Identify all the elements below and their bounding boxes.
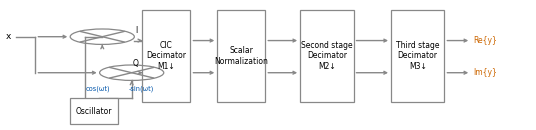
Text: Q: Q <box>133 59 139 68</box>
Bar <box>300 10 354 102</box>
Text: I: I <box>135 26 137 35</box>
Text: Third stage
Decimator
M3↓: Third stage Decimator M3↓ <box>396 41 440 71</box>
Text: Re{y}: Re{y} <box>473 36 497 45</box>
Text: -sin(ωt): -sin(ωt) <box>129 86 154 92</box>
Text: Second stage
Decimator
M2↓: Second stage Decimator M2↓ <box>301 41 353 71</box>
Bar <box>70 98 118 124</box>
Text: CIC
Decimator
M1↓: CIC Decimator M1↓ <box>146 41 187 71</box>
Text: Scalar
Normalization: Scalar Normalization <box>214 46 268 66</box>
Text: Oscillator: Oscillator <box>76 107 113 116</box>
Bar <box>143 10 190 102</box>
Bar <box>391 10 444 102</box>
Text: Im{y}: Im{y} <box>473 68 497 77</box>
Text: cos(ωt): cos(ωt) <box>86 86 110 92</box>
Text: x: x <box>6 32 11 41</box>
Bar <box>217 10 265 102</box>
